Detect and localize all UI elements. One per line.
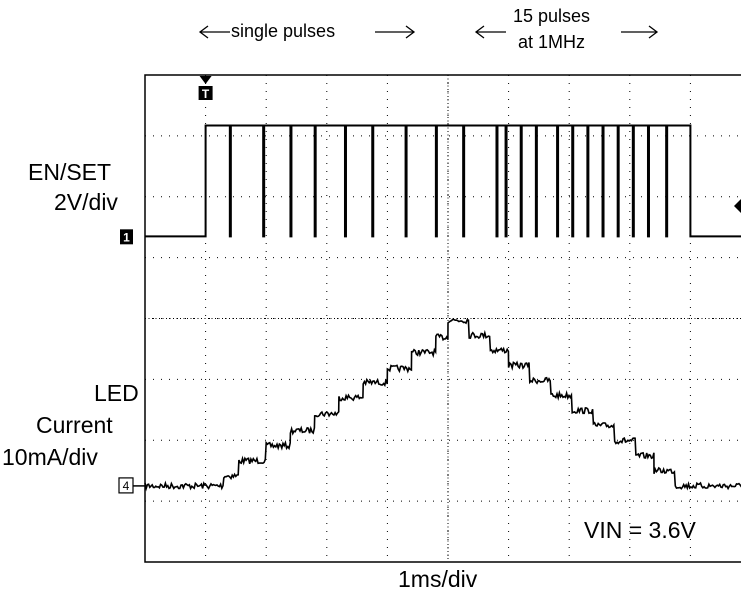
channel1-marker: 1 (120, 229, 133, 245)
en-set-trace (145, 124, 741, 238)
burst-label-line2: at 1MHz (518, 32, 586, 52)
trigger-text: T (202, 87, 210, 101)
single-pulses-left-arrow (198, 25, 230, 39)
burst-left-arrow (474, 25, 506, 39)
single-pulses-label: single pulses (231, 21, 336, 41)
trigger-marker: T (198, 76, 213, 101)
burst-label-line1: 15 pulses (513, 6, 591, 26)
traces (144, 124, 741, 492)
channel4-marker: 4 (118, 477, 145, 494)
trigger-level-marker (734, 199, 741, 213)
channel4-label-line3: 10mA/div (2, 444, 98, 470)
channel1-label-line2: 2V/div (54, 189, 118, 215)
single-pulses-right-arrow (375, 25, 416, 39)
channel-markers: 1 4 T (118, 76, 741, 494)
channel1-marker-text: 1 (123, 230, 130, 244)
graticule (144, 74, 741, 563)
annotation-arrows (198, 25, 659, 39)
single-pulses-left-arrow-head (198, 25, 209, 39)
channel1-label-line1: EN/SET (28, 159, 112, 185)
channel4-label-line2: Current (36, 412, 113, 438)
single-pulses-right-arrow-head (405, 25, 416, 39)
burst-right-arrow-head (648, 25, 659, 39)
x-axis-label: 1ms/div (398, 566, 478, 592)
vin-annotation: VIN = 3.6V (584, 517, 696, 543)
trigger-box (198, 86, 213, 100)
channel4-marker-text: 4 (123, 479, 130, 493)
burst-right-arrow (621, 25, 659, 39)
led-current-trace (144, 318, 741, 492)
trigger-arrow (199, 76, 212, 84)
plot-frame (144, 74, 741, 563)
channel1-marker-box (120, 229, 133, 245)
burst-left-arrow-head (474, 25, 485, 39)
channel4-label-line1: LED (94, 380, 139, 406)
